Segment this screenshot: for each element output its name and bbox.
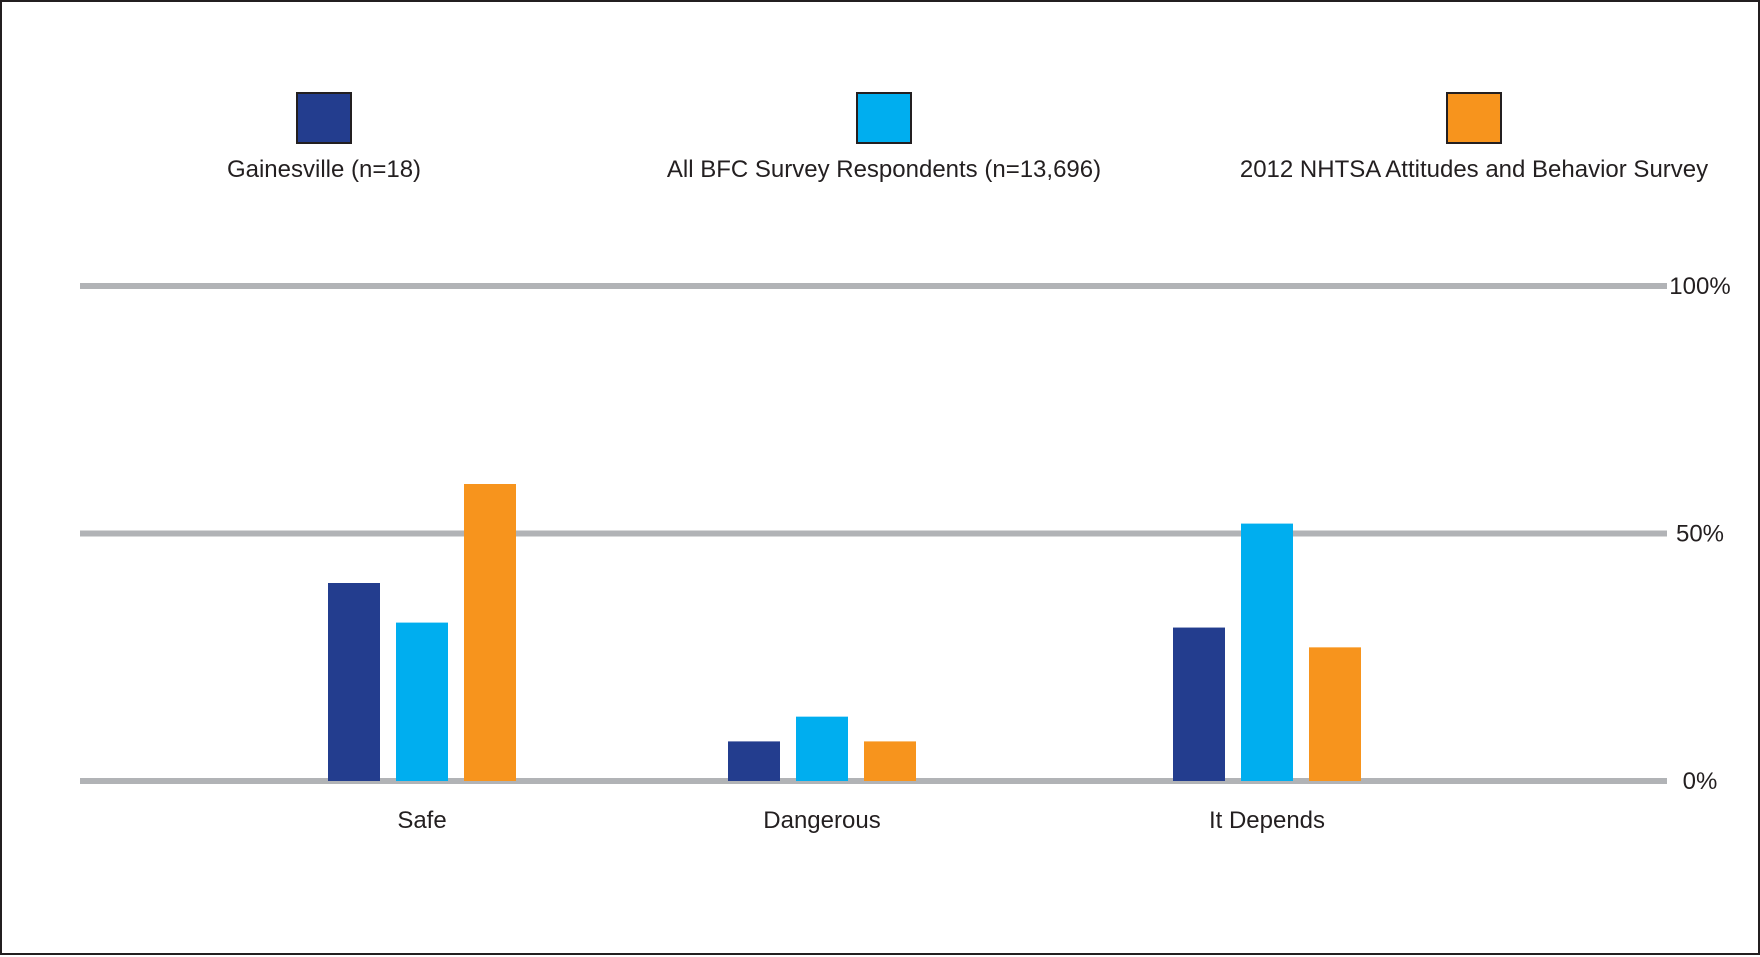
legend-label-nhtsa: 2012 NHTSA Attitudes and Behavior Survey — [1239, 156, 1709, 183]
legend-label-gainesville: Gainesville (n=18) — [226, 156, 422, 183]
legend-swatch-gainesville — [296, 92, 352, 144]
bar-dangerous-series-2 — [796, 716, 848, 781]
y-tick-label-100: 100% — [1669, 273, 1730, 300]
x-tick-label-safe: Safe — [397, 807, 446, 834]
y-tick-label-50: 50% — [1676, 521, 1724, 548]
bar-it-depends-series-1 — [1173, 627, 1225, 781]
bar-safe-series-3 — [464, 484, 516, 781]
y-tick-label-0: 0% — [1683, 768, 1718, 795]
x-tick-label-dangerous: Dangerous — [763, 807, 880, 834]
legend-item-nhtsa: 2012 NHTSA Attitudes and Behavior Survey — [1224, 92, 1724, 184]
legend-item-all-bfc: All BFC Survey Respondents (n=13,696) — [634, 92, 1134, 184]
legend-swatch-nhtsa — [1446, 92, 1502, 144]
legend-label-all-bfc: All BFC Survey Respondents (n=13,696) — [666, 156, 1102, 183]
bar-it-depends-series-2 — [1241, 523, 1293, 781]
legend-swatch-all-bfc — [856, 92, 912, 144]
bar-dangerous-series-3 — [864, 741, 916, 781]
bar-safe-series-2 — [396, 622, 448, 781]
bar-it-depends-series-3 — [1309, 647, 1361, 781]
x-tick-label-it-depends: It Depends — [1209, 807, 1325, 834]
legend-item-gainesville: Gainesville (n=18) — [74, 92, 574, 184]
bar-safe-series-1 — [328, 583, 380, 781]
bar-dangerous-series-1 — [728, 741, 780, 781]
